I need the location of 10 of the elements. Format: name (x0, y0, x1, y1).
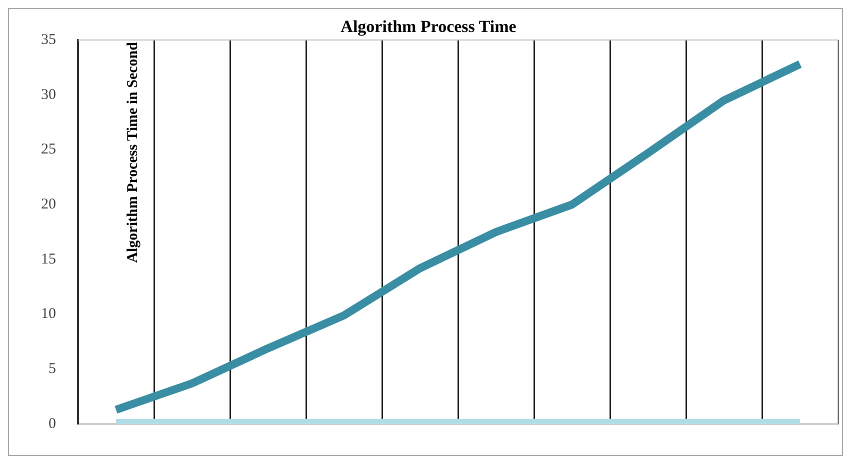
y-tick-label: 30 (41, 86, 56, 103)
chart-title: Algorithm Process Time (340, 17, 517, 36)
y-tick-label: 10 (41, 306, 56, 322)
y-tick-label: 35 (41, 32, 56, 48)
y-axis-title: Algorithm Process Time in Second (124, 41, 141, 263)
y-tick-label: 0 (48, 416, 56, 432)
y-tick-label: 25 (41, 142, 56, 158)
y-tick-label: 5 (48, 361, 56, 378)
y-tick-label: 15 (41, 251, 56, 268)
y-tick-label: 20 (41, 196, 56, 213)
